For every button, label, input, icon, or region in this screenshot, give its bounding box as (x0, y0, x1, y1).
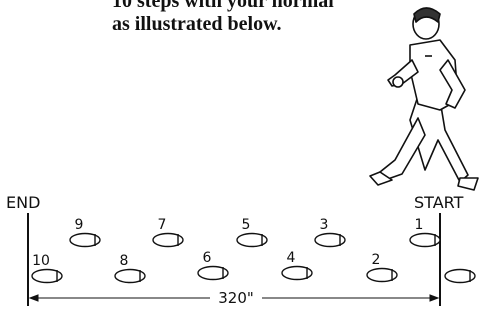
diagram: END START 320" 1 2 3 4 5 6 7 8 9 10 (0, 0, 480, 309)
footprint (70, 234, 100, 247)
step-number: 8 (120, 253, 129, 269)
distance-label: 320" (218, 289, 254, 307)
step-number: 4 (287, 250, 296, 266)
page: {"intro": {"lines": ["10 steps with your… (0, 0, 480, 309)
footprint (410, 234, 440, 247)
footprint (198, 267, 228, 280)
step-number: 6 (203, 250, 212, 266)
footprint (367, 269, 397, 282)
walking-man (370, 8, 478, 190)
start-label: START (414, 193, 464, 212)
end-label: END (6, 193, 40, 212)
step-number: 5 (242, 217, 251, 233)
footprint (32, 270, 62, 283)
step-number: 10 (32, 253, 50, 269)
footprint (237, 234, 267, 247)
footprint (315, 234, 345, 247)
step-number: 3 (320, 217, 329, 233)
footprint (115, 270, 145, 283)
footprint (445, 270, 475, 283)
footprint (153, 234, 183, 247)
step-number: 7 (158, 217, 167, 233)
step-number: 2 (372, 252, 381, 268)
step-number: 9 (75, 217, 84, 233)
footprint (282, 267, 312, 280)
step-number: 1 (415, 217, 424, 233)
